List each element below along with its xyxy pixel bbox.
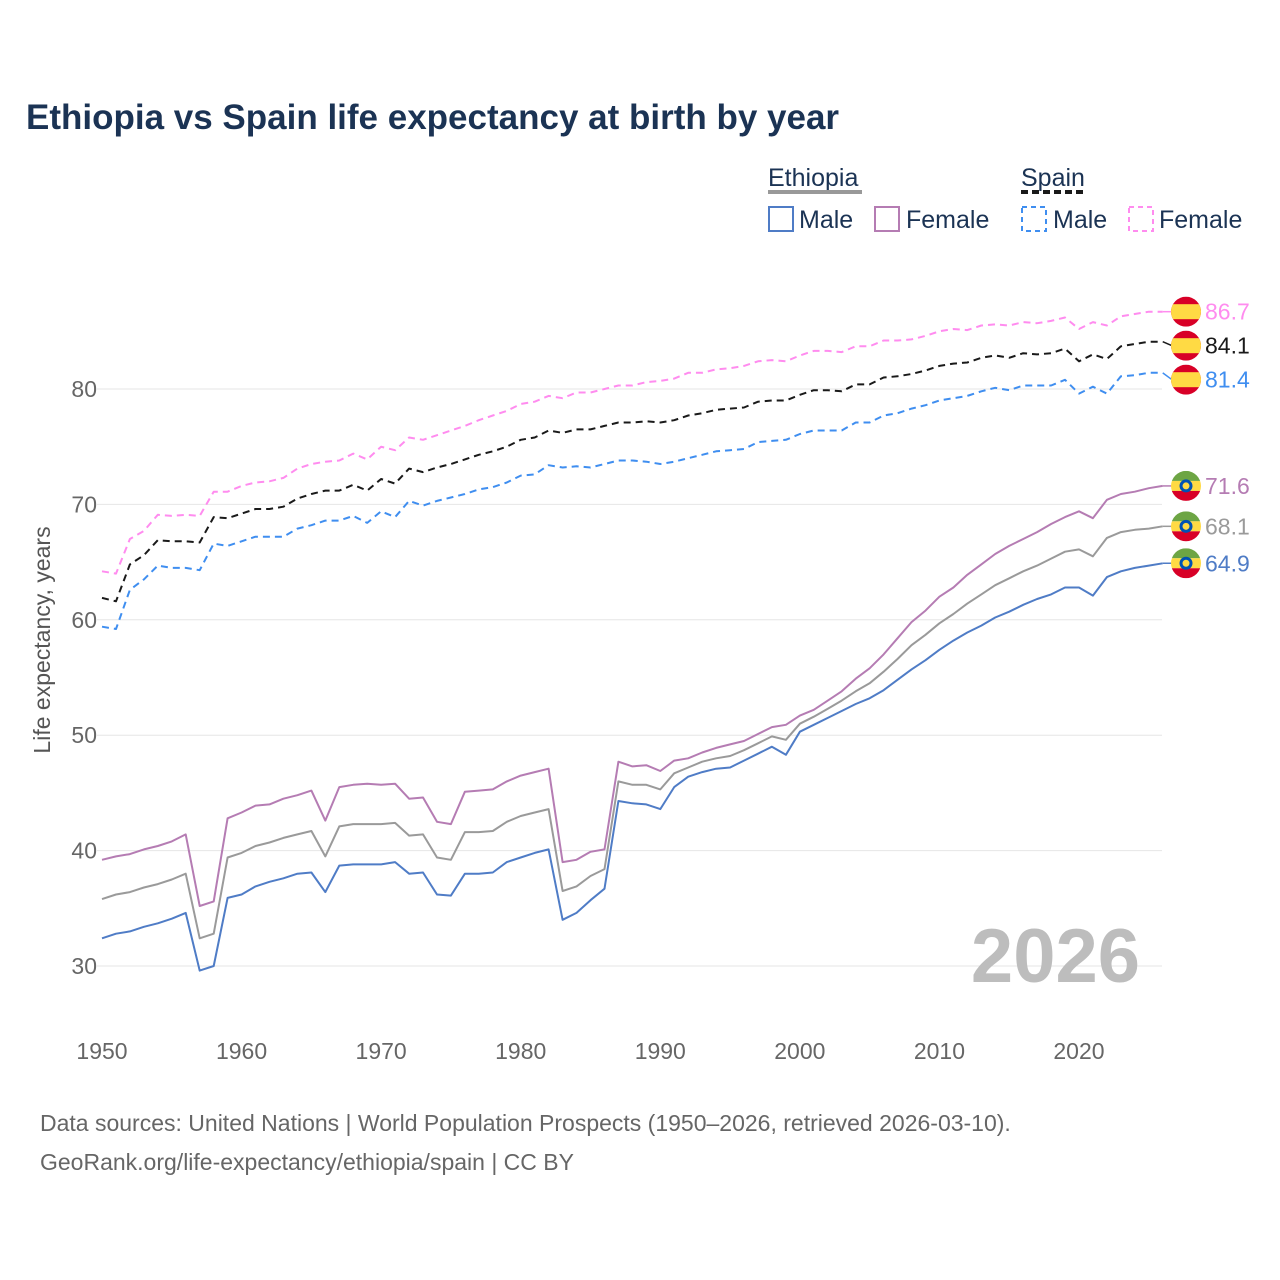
end-value-label: 64.9 [1205,550,1250,576]
x-tick-label: 2010 [914,1038,965,1064]
spain-flag-icon [1171,330,1201,361]
y-tick-label: 40 [71,838,97,864]
end-value-label: 84.1 [1205,333,1250,359]
x-tick-label: 1980 [495,1038,546,1064]
spain-flag-icon [1171,296,1201,327]
legend: Ethiopia Male Female Spain Male Female [768,164,1242,234]
x-axis-ticks: 1950 1960 1970 1980 1990 2000 2010 2020 [76,1038,1104,1064]
legend-group-spain[interactable]: Spain Male Female [1021,164,1242,234]
ethiopia-flag-icon [1171,548,1201,579]
end-marker-spain-male: 81.4 [1162,364,1250,395]
x-tick-label: 1990 [635,1038,686,1064]
ethiopia-flag-icon [1171,470,1201,501]
connector [1162,340,1173,347]
x-tick-label: 2000 [774,1038,825,1064]
legend-item-ethiopia-female: Female [906,206,989,234]
series-line-ethiopia-total [101,525,1163,940]
legend-item-spain-female: Female [1159,206,1242,234]
end-marker-spain-female: 86.7 [1162,296,1250,327]
year-watermark: 2026 [971,914,1140,999]
y-tick-label: 30 [71,953,97,979]
y-tick-label: 50 [71,722,97,748]
legend-swatch-ethiopia-male [768,206,794,232]
ethiopia-flag-icon [1171,511,1201,542]
legend-heading-ethiopia: Ethiopia [768,164,858,192]
x-tick-label: 1950 [76,1038,127,1064]
end-marker-ethiopia-male: 64.9 [1162,548,1250,579]
chart-title: Ethiopia vs Spain life expectancy at bir… [26,98,839,137]
y-tick-label: 60 [71,607,97,633]
legend-heading-spain: Spain [1021,164,1085,192]
series-lines [101,310,1163,972]
legend-item-ethiopia-male: Male [799,206,853,234]
spain-flag-icon [1171,364,1201,395]
x-tick-label: 1970 [356,1038,407,1064]
end-value-label: 86.7 [1205,299,1250,325]
series-line-spain-female [101,310,1163,575]
end-labels: 86.7 84.1 81.4 71.6 68.1 64.9 [1162,296,1250,579]
end-marker-ethiopia-total: 68.1 [1162,511,1250,542]
y-tick-label: 70 [71,491,97,517]
series-line-spain-total [101,340,1163,603]
end-value-label: 71.6 [1205,473,1250,499]
series-line-spain-male [101,371,1163,630]
legend-swatch-ethiopia-female [874,206,900,232]
x-tick-label: 1960 [216,1038,267,1064]
end-value-label: 81.4 [1205,367,1250,393]
y-tick-label: 80 [71,376,97,402]
series-line-ethiopia-male [101,562,1163,972]
legend-item-spain-male: Male [1053,206,1107,234]
credit-note: GeoRank.org/life-expectancy/ethiopia/spa… [40,1149,574,1175]
legend-group-ethiopia[interactable]: Ethiopia Male Female [768,164,989,234]
end-marker-spain-total: 84.1 [1162,330,1250,361]
source-note: Data sources: United Nations | World Pop… [40,1110,1011,1136]
legend-swatch-spain-male [1021,206,1047,232]
gridlines [97,388,1162,967]
y-axis-ticks: 30 40 50 60 70 80 [71,376,97,979]
end-marker-ethiopia-female: 71.6 [1162,470,1250,501]
y-axis-label: Life expectancy, years [29,526,55,753]
connector [1162,372,1173,381]
series-line-ethiopia-female [101,484,1163,907]
legend-swatch-spain-female [1128,206,1154,232]
x-tick-label: 2020 [1053,1038,1104,1064]
end-value-label: 68.1 [1205,513,1250,539]
